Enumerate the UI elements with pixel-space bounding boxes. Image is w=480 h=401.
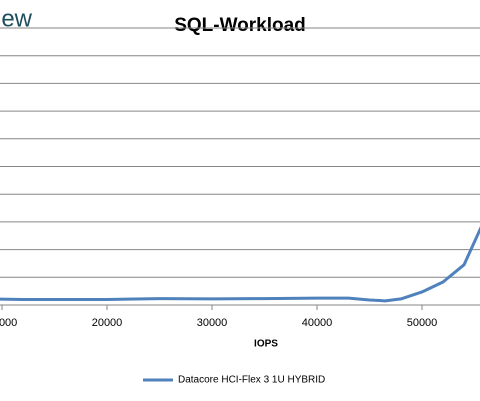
x-tick-label: 40000 xyxy=(302,317,333,329)
legend-label: Datacore HCI-Flex 3 1U HYBRID xyxy=(178,375,325,386)
x-axis-label: IOPS xyxy=(254,339,278,350)
series-line xyxy=(0,226,480,303)
x-tick-label: 50000 xyxy=(407,317,438,329)
x-tick-label: 30000 xyxy=(197,317,228,329)
chart-title: SQL-Workload xyxy=(174,15,306,36)
x-tick-label: 20000 xyxy=(92,317,123,329)
x-tick-label: 10000 xyxy=(0,317,17,329)
